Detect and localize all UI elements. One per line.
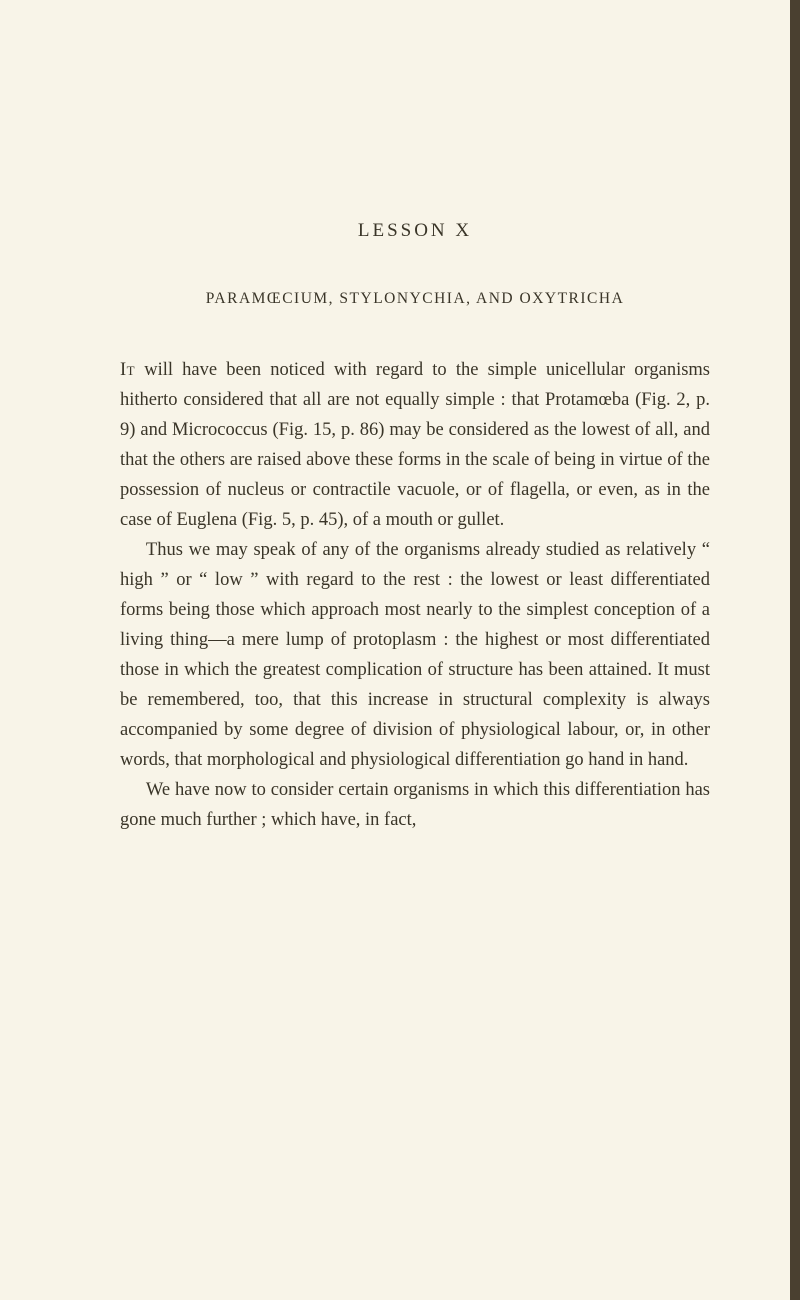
lead-word: It (120, 360, 135, 380)
lesson-title: LESSON X (120, 220, 710, 242)
paragraph-1-rest: will have been noticed with regard to th… (120, 360, 710, 530)
page: LESSON X PARAMŒCIUM, STYLONYCHIA, AND OX… (0, 0, 800, 1300)
paragraph-1: It will have been noticed with regard to… (120, 356, 710, 536)
body-text: It will have been noticed with regard to… (120, 356, 710, 836)
paragraph-2: Thus we may speak of any of the organism… (120, 536, 710, 776)
paragraph-3: We have now to consider certain organism… (120, 776, 710, 836)
lesson-subtitle: PARAMŒCIUM, STYLONYCHIA, AND OXYTRICHA (120, 290, 710, 308)
page-right-edge (790, 0, 800, 1300)
